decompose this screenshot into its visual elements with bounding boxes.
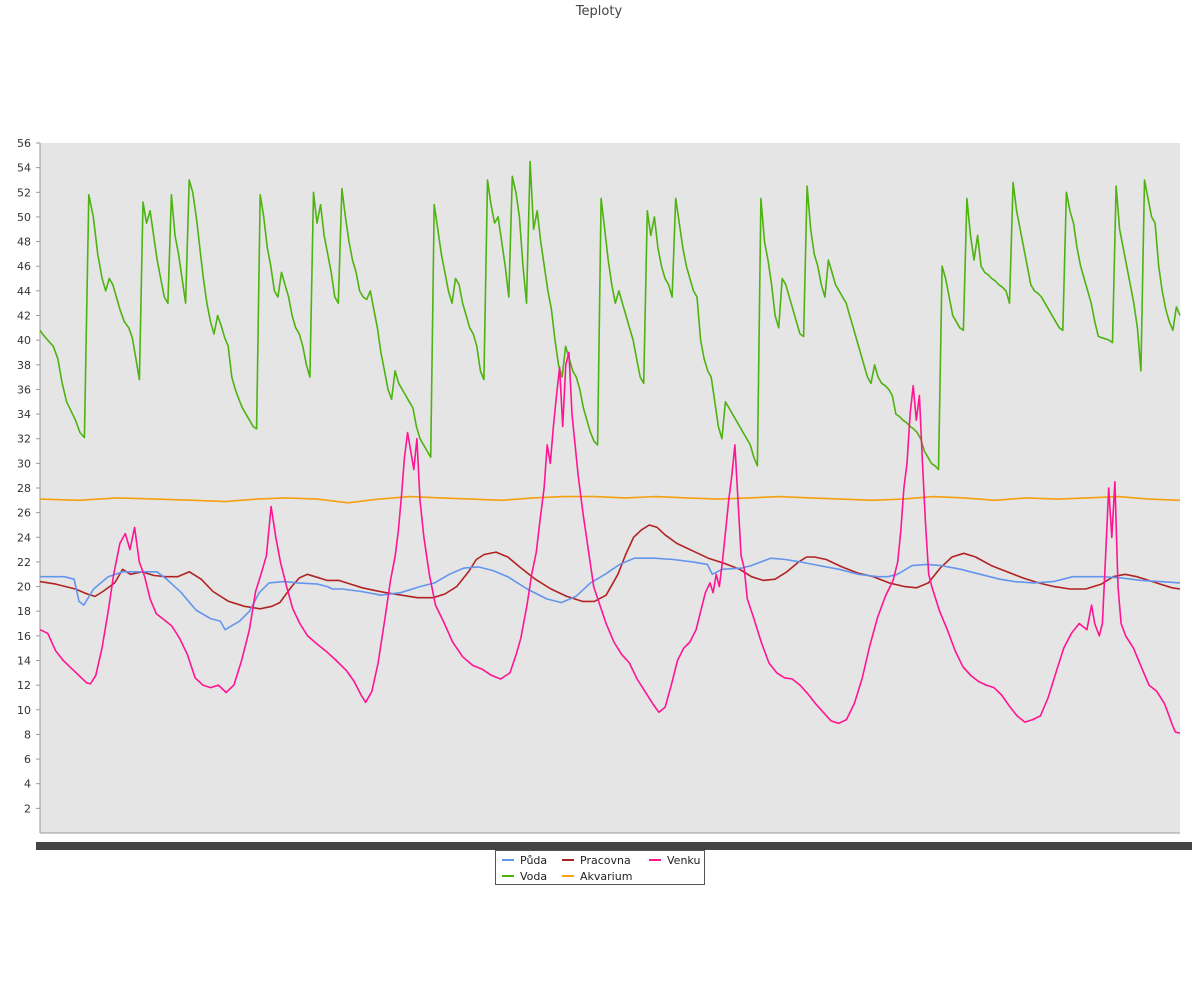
- legend-item: Půda: [502, 854, 547, 867]
- y-tick-label: 34: [17, 408, 31, 421]
- legend-label: Akvarium: [580, 870, 633, 883]
- y-tick-label: 40: [17, 334, 31, 347]
- y-tick-label: 50: [17, 211, 31, 224]
- y-tick-label: 30: [17, 457, 31, 470]
- y-tick-label: 32: [17, 433, 31, 446]
- y-tick-label: 52: [17, 186, 31, 199]
- y-tick-label: 46: [17, 260, 31, 273]
- y-tick-label: 26: [17, 507, 31, 520]
- y-tick-label: 42: [17, 310, 31, 323]
- series-line-akvarium: [39, 495, 1181, 504]
- legend: Půda Pracovna Venku Voda Akvarium: [495, 850, 705, 885]
- x-axis: [36, 832, 1192, 850]
- legend-item: Akvarium: [562, 870, 632, 883]
- series-line-pracovna: [39, 524, 1181, 610]
- legend-swatch: [502, 875, 514, 877]
- y-tick-label: 54: [17, 162, 31, 175]
- y-tick-label: 28: [17, 482, 31, 495]
- y-tick-label: 6: [24, 753, 31, 766]
- y-tick-label: 36: [17, 383, 31, 396]
- y-tick-label: 56: [17, 137, 31, 150]
- x-tick-labels: [36, 842, 1192, 850]
- legend-swatch: [562, 859, 574, 861]
- y-tick-label: 44: [17, 285, 31, 298]
- y-tick-label: 8: [24, 728, 31, 741]
- legend-label: Pracovna: [580, 854, 631, 867]
- legend-swatch: [649, 859, 661, 861]
- series-line-půda: [40, 557, 1181, 631]
- y-tick-label: 16: [17, 630, 31, 643]
- y-tick-label: 38: [17, 359, 31, 372]
- series-line-voda: [39, 160, 1181, 471]
- y-tick-label: 24: [17, 531, 31, 544]
- y-tick-label: 10: [17, 704, 31, 717]
- y-tick-label: 22: [17, 556, 31, 569]
- legend-label: Půda: [520, 854, 548, 867]
- y-tick-label: 12: [17, 679, 31, 692]
- legend-item: Venku: [649, 854, 700, 867]
- legend-label: Voda: [520, 870, 548, 883]
- series-line-venku: [39, 351, 1181, 734]
- y-tick-label: 20: [17, 581, 31, 594]
- y-tick-label: 48: [17, 236, 31, 249]
- legend-item: Pracovna: [562, 854, 631, 867]
- y-axis: 2468101214161820222426283032343638404244…: [17, 137, 41, 833]
- y-tick-label: 4: [24, 778, 31, 791]
- legend-label: Venku: [667, 854, 701, 867]
- legend-swatch: [502, 859, 514, 861]
- y-tick-label: 14: [17, 655, 31, 668]
- legend-swatch: [562, 875, 574, 877]
- plot-area: [40, 143, 1180, 833]
- y-tick-label: 2: [24, 802, 31, 815]
- legend-item: Voda: [502, 870, 547, 883]
- y-tick-label: 18: [17, 605, 31, 618]
- series-layer: [39, 160, 1181, 734]
- chart-title: Teploty: [575, 4, 623, 19]
